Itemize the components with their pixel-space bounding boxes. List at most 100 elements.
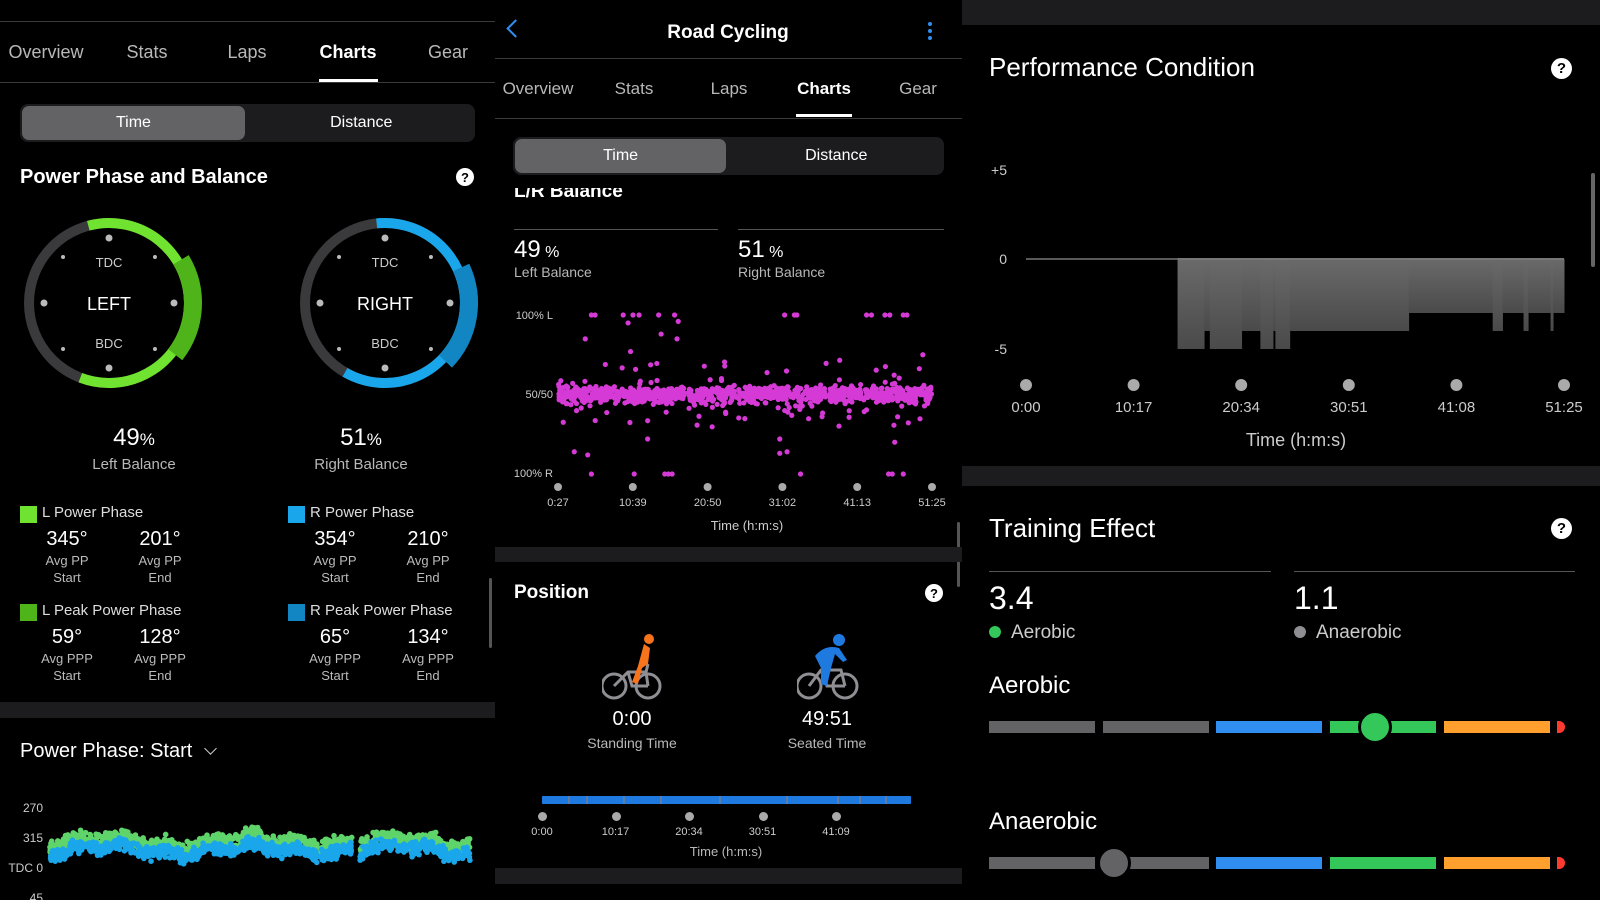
- balance-point: [709, 386, 715, 392]
- more-options-icon[interactable]: [928, 22, 932, 40]
- phase-point: [331, 832, 337, 839]
- balance-point: [790, 395, 796, 401]
- tab-stats[interactable]: Stats: [614, 79, 654, 98]
- section-separator: [495, 868, 962, 884]
- phase-point: [156, 855, 163, 861]
- phase-point: [338, 835, 344, 841]
- x-tick-label: 41:09: [822, 826, 850, 838]
- tab-charts[interactable]: Charts: [797, 79, 851, 98]
- distance-segment[interactable]: Distance: [330, 114, 393, 131]
- phase-point: [173, 847, 179, 853]
- distance-segment[interactable]: Distance: [805, 147, 868, 164]
- balance-point: [627, 348, 634, 355]
- help-icon[interactable]: ?: [925, 584, 943, 602]
- performance-condition-chart: +5 0 -5 Time (h:m:s) 0:00 10:17 20:34 30:51…: [991, 162, 1583, 450]
- y-tick-label: TDC 0: [8, 861, 43, 875]
- tab-gear[interactable]: Gear: [899, 79, 937, 98]
- seated-time-value: 49:51: [801, 708, 853, 730]
- y-tick-label: 100% R: [514, 468, 553, 480]
- balance-point: [873, 393, 879, 400]
- x-tick-label: 51:25: [918, 497, 946, 509]
- scrollbar[interactable]: [1591, 173, 1595, 267]
- phase-point: [77, 827, 84, 834]
- tab-overview[interactable]: Overview: [8, 42, 84, 62]
- balance-point: [587, 397, 593, 403]
- balance-point: [701, 386, 707, 392]
- tab-laps[interactable]: Laps: [227, 42, 267, 62]
- ring-tick-dot: [381, 364, 389, 372]
- x-tick-dot: [778, 483, 787, 491]
- balance-point: [721, 359, 728, 365]
- phase-point: [69, 837, 76, 844]
- phase-point: [106, 830, 112, 837]
- l-ppp-stats: L Peak Power Phase 59° Avg PPP Start 128° Avg…: [20, 598, 220, 698]
- balance-point: [637, 381, 643, 387]
- tab-overview[interactable]: Overview: [502, 79, 574, 98]
- balance-point: [621, 393, 627, 400]
- anaerobic-heading: Anaerobic: [989, 808, 1098, 835]
- balance-point: [722, 363, 728, 369]
- aerobic-heading: Aerobic: [989, 672, 1071, 699]
- balance-point: [648, 362, 654, 368]
- balance-point: [828, 389, 834, 396]
- balance-point: [912, 386, 918, 392]
- scrollbar[interactable]: [489, 578, 492, 648]
- phase-point: [110, 841, 117, 848]
- phase-point: [362, 845, 369, 851]
- tab-stats[interactable]: Stats: [126, 42, 168, 62]
- phase-point: [395, 847, 401, 854]
- tab-charts[interactable]: Charts: [319, 42, 377, 62]
- x-tick-dot: [554, 483, 562, 491]
- balance-point: [727, 399, 733, 406]
- tab-laps[interactable]: Laps: [710, 79, 748, 98]
- balance-point: [691, 402, 698, 408]
- position-marker: [785, 796, 788, 804]
- balance-point: [868, 312, 875, 318]
- tab-gear[interactable]: Gear: [427, 42, 469, 62]
- help-icon[interactable]: ?: [456, 168, 474, 186]
- phase-point: [391, 837, 398, 844]
- phase-point: [245, 834, 251, 840]
- balance-point: [602, 361, 608, 368]
- help-icon[interactable]: ?: [1551, 58, 1572, 79]
- balance-point: [705, 396, 711, 403]
- balance-point: [892, 380, 898, 386]
- ring-tick-dot: [316, 299, 324, 307]
- balance-point: [592, 312, 598, 318]
- ring-tick-dot: [381, 234, 389, 242]
- phase-point: [256, 834, 262, 841]
- balance-point: [734, 394, 740, 400]
- left-balance-value: 49: [514, 236, 541, 263]
- back-button[interactable]: [506, 19, 525, 38]
- balance-point: [656, 312, 662, 318]
- phase-point: [334, 842, 341, 849]
- help-icon[interactable]: ?: [1551, 518, 1572, 539]
- balance-point: [889, 471, 895, 477]
- phase-point: [240, 829, 247, 836]
- power-phase-dropdown[interactable]: Power Phase: Start: [20, 740, 217, 763]
- l-pp-stats: L Power Phase 345° Avg PP Start 201° Avg PP En…: [20, 500, 220, 600]
- balance-point: [905, 420, 911, 426]
- left-balance: 49% Left Balance: [92, 424, 175, 473]
- stat-label: End: [148, 668, 172, 683]
- balance-point: [564, 401, 570, 407]
- time-segment[interactable]: Time: [22, 106, 245, 140]
- stat-label: Avg PP: [45, 553, 89, 568]
- balance-point: [648, 389, 654, 396]
- phase-point: [327, 853, 333, 859]
- scale-segment: [1557, 857, 1565, 869]
- right-balance: 51% Right Balance: [314, 424, 407, 473]
- scale-segment: [1216, 721, 1323, 733]
- balance-point: [864, 387, 870, 393]
- stat-value: 65°: [319, 626, 351, 648]
- stat-label: End: [148, 570, 172, 585]
- balance-point: [897, 385, 903, 391]
- balance-point: [668, 393, 674, 399]
- phase-point: [374, 844, 381, 850]
- balance-point: [662, 471, 668, 477]
- phase-point: [100, 844, 106, 851]
- balance-point: [564, 394, 570, 400]
- time-segment[interactable]: Time: [515, 139, 727, 173]
- balance-point: [771, 383, 777, 389]
- left-balance-value: 49: [113, 424, 140, 451]
